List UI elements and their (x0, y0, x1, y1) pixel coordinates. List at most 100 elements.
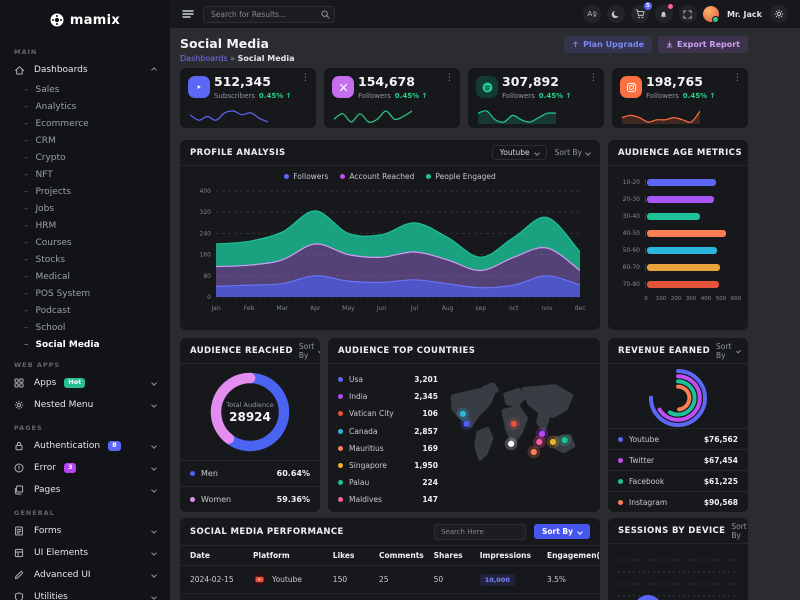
panel-title: REVENUE EARNED (618, 345, 711, 356)
column-header-platform[interactable]: Platform (243, 546, 323, 566)
total-audience-label: Total Audience (226, 400, 274, 409)
table-sort-button[interactable]: Sort By (533, 524, 590, 539)
dark-mode-icon[interactable] (606, 5, 625, 23)
revenue-earned-panel: REVENUE EARNED Sort By Youtube $76,562 Twi… (608, 338, 748, 512)
cart-icon[interactable] (630, 5, 649, 23)
settings-gear-icon[interactable] (770, 5, 788, 23)
sidebar-item-dashboards[interactable]: Dashboards (0, 59, 170, 81)
sort-by-dropdown[interactable]: Sort By (731, 522, 748, 540)
sidebar-subitem-crm[interactable]: – CRM (24, 135, 56, 146)
notifications-icon[interactable] (654, 5, 673, 23)
sidebar-subitem-medical[interactable]: – Medical (24, 271, 70, 282)
sidebar-item-authentication[interactable]: Authentication 8 (0, 435, 170, 457)
column-header-comments[interactable]: Comments (368, 546, 424, 566)
badge: 8 (108, 441, 121, 451)
search-input[interactable] (203, 5, 335, 23)
column-header-engagemen-[interactable]: Engagemen(%) (536, 546, 600, 566)
sessions-by-device-panel: SESSIONS BY DEVICE Sort By (608, 518, 748, 600)
table-row[interactable]: 2024-02-16 Twitter 2003030 15,500 4.2% (180, 593, 600, 600)
breadcrumb-separator: » (230, 54, 236, 63)
column-header-date[interactable]: Date (180, 546, 243, 566)
menu-toggle-icon[interactable] (182, 8, 194, 20)
revenue-row-youtube: Youtube $76,562 (608, 428, 748, 449)
sidebar-subitem-jobs[interactable]: – Jobs (24, 203, 55, 214)
country-row-canada: Canada 2,857 (338, 423, 438, 440)
svg-text:0: 0 (207, 294, 211, 301)
donut-legend: Men 60.64% Women 59.36% (180, 460, 320, 512)
social-performance-panel: SOCIAL MEDIA PERFORMANCE Sort By DatePla… (180, 518, 600, 600)
svg-text:sep: sep (475, 305, 486, 312)
sidebar-subitem-podcast[interactable]: – Podcast (24, 305, 71, 316)
kebab-menu-icon[interactable]: ⋮ (301, 73, 310, 83)
svg-text:160: 160 (200, 252, 212, 259)
column-header-likes[interactable]: Likes (322, 546, 369, 566)
chevron-down-icon (151, 443, 157, 449)
sidebar-item-forms[interactable]: Forms (0, 520, 170, 542)
sort-by-dropdown[interactable]: Sort By (716, 342, 741, 360)
age-bar-row: 50-60 (618, 242, 736, 259)
sidebar-item-apps[interactable]: Apps Hot (0, 372, 170, 394)
brand-logo[interactable]: mamix (0, 0, 170, 40)
panel-title: AUDIENCE REACHED (190, 345, 293, 356)
kebab-menu-icon[interactable]: ⋮ (589, 73, 598, 83)
country-row-usa: Usa 3,201 (338, 371, 438, 388)
chevron-down-icon (151, 550, 157, 556)
sidebar-item-ui-elements[interactable]: UI Elements (0, 542, 170, 564)
sidebar-item-advanced-ui[interactable]: Advanced UI (0, 564, 170, 586)
section-label-general: GENERAL (14, 509, 55, 517)
sidebar-subitem-analytics[interactable]: – Analytics (24, 101, 77, 112)
column-header-shares[interactable]: Shares (423, 546, 470, 566)
stat-card-followers-1: 154,678 Followers 0.45% ↑ ⋮ (324, 68, 460, 128)
grid-icon (14, 377, 26, 389)
translate-icon[interactable]: A (582, 5, 601, 23)
table-row[interactable]: 2024-02-15 Youtube 150 25 50 10,000 3.5% (180, 565, 600, 594)
column-header-impressions[interactable]: Impressions (469, 546, 537, 566)
avatar[interactable] (702, 6, 719, 23)
export-report-button[interactable]: Export Report (658, 36, 748, 53)
sidebar-subitem-sales[interactable]: – Sales (24, 84, 60, 95)
svg-text:Jan: Jan (210, 305, 220, 312)
youtube-icon (253, 573, 266, 586)
sidebar-item-pages[interactable]: Pages (0, 479, 170, 501)
platform-filter-dropdown[interactable]: Youtube (491, 145, 547, 160)
sidebar-subitem-ecommerce[interactable]: – Ecommerce (24, 118, 89, 129)
sparkline (334, 110, 412, 123)
plan-upgrade-button[interactable]: Plan Upgrade (564, 36, 653, 53)
table-search-input[interactable] (433, 523, 526, 540)
sidebar-subitem-stocks[interactable]: – Stocks (24, 254, 66, 265)
donut-legend-women: Women 59.36% (180, 486, 320, 512)
sidebar-subitem-crypto[interactable]: – Crypto (24, 152, 66, 163)
fullscreen-icon[interactable] (678, 5, 697, 23)
sparkline (478, 110, 556, 124)
sidebar-item-utilities[interactable]: Utilities (0, 586, 170, 600)
legend-item-followers: Followers (284, 172, 328, 181)
sidebar-subitem-social-media[interactable]: – Social Media (24, 339, 100, 350)
youtube-icon (188, 76, 210, 98)
stat-value: 154,678 (358, 74, 415, 89)
sidebar-subitem-nft[interactable]: – NFT (24, 169, 53, 180)
main-content: Social Media Dashboards » Social Media P… (180, 36, 748, 600)
kebab-menu-icon[interactable]: ⋮ (445, 73, 454, 83)
profile-analysis-panel: PROFILE ANALYSIS Youtube Sort By Followe… (180, 140, 600, 330)
sidebar-subitem-projects[interactable]: – Projects (24, 186, 71, 197)
sidebar-item-nested-menu[interactable]: Nested Menu (0, 394, 170, 416)
sidebar-subitem-school[interactable]: – School (24, 322, 66, 333)
x-icon (332, 76, 354, 98)
sort-by-dropdown[interactable]: Sort By (555, 148, 591, 157)
sidebar-subitem-hrm[interactable]: – HRM (24, 220, 57, 231)
user-name[interactable]: Mr. Jack (726, 9, 762, 19)
sidebar-subitem-courses[interactable]: – Courses (24, 237, 72, 248)
panel-title: SESSIONS BY DEVICE (618, 525, 726, 536)
svg-text:400: 400 (200, 188, 212, 195)
panel-title: AUDIENCE AGE METRICS (618, 147, 742, 158)
breadcrumb-dashboards[interactable]: Dashboards (180, 54, 228, 63)
svg-text:May: May (342, 305, 355, 312)
sidebar-item-error[interactable]: Error 3 (0, 457, 170, 479)
sidebar-subitem-pos-system[interactable]: – POS System (24, 288, 91, 299)
stat-change: 0.45% ↑ (682, 91, 716, 100)
chevron-down-icon (151, 465, 157, 471)
kebab-menu-icon[interactable]: ⋮ (733, 73, 742, 83)
search-icon[interactable] (321, 9, 330, 19)
section-label-pages: PAGES (14, 424, 43, 432)
sort-by-dropdown[interactable]: Sort By (299, 342, 320, 360)
